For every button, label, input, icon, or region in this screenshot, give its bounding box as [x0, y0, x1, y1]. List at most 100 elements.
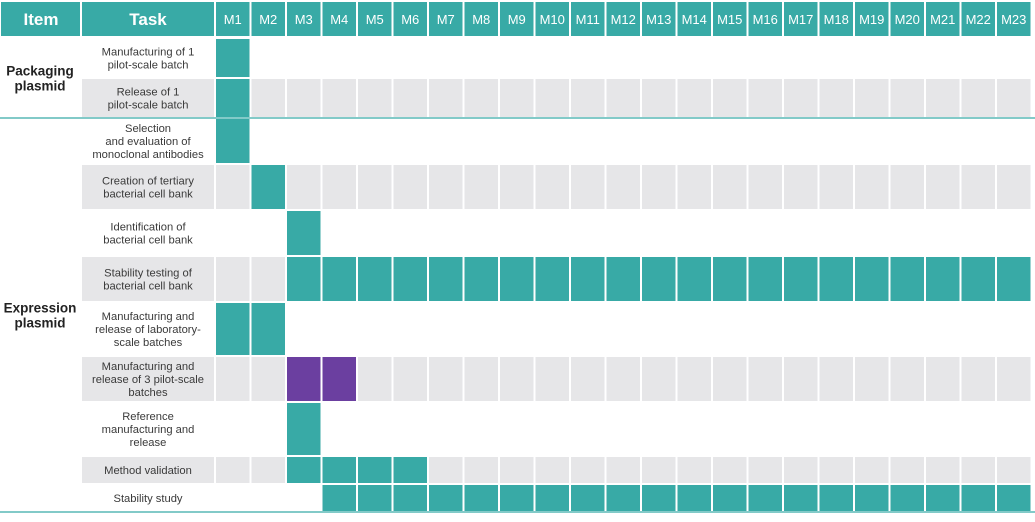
empty-cell — [890, 79, 924, 117]
active-cell — [997, 257, 1031, 301]
active-cell — [322, 257, 356, 301]
task-label: Manufacturing and release of 3 pilot-scal… — [92, 361, 204, 399]
task-row: Selection and evaluation of monoclonal ant… — [92, 119, 250, 163]
empty-cell — [677, 357, 711, 401]
month-header-cell — [926, 2, 960, 36]
empty-cell — [606, 357, 640, 401]
empty-cell — [748, 79, 782, 117]
empty-cell — [784, 165, 818, 209]
month-header-label: M16 — [753, 12, 778, 27]
empty-cell — [393, 165, 427, 209]
task-label: Method validation — [104, 465, 192, 477]
month-header-cell — [464, 2, 498, 36]
empty-cell — [500, 457, 534, 483]
month-header-label: M12 — [611, 12, 636, 27]
active-cell — [322, 485, 356, 511]
month-header-cell — [535, 2, 569, 36]
active-cell — [251, 165, 285, 209]
empty-cell — [677, 457, 711, 483]
active-cell — [358, 457, 392, 483]
active-cell — [358, 485, 392, 511]
item-group: Selection and evaluation of monoclonal ant… — [0, 119, 1035, 513]
task-header-label: Task — [129, 10, 167, 29]
highlight-cell — [322, 357, 356, 401]
empty-cell — [216, 165, 250, 209]
month-header-label: M8 — [472, 12, 490, 27]
month-header-cell — [571, 2, 605, 36]
month-header-label: M22 — [966, 12, 991, 27]
empty-cell — [748, 165, 782, 209]
empty-cell — [216, 357, 250, 401]
month-header-label: M13 — [646, 12, 671, 27]
empty-cell — [926, 457, 960, 483]
empty-cell — [819, 79, 853, 117]
month-header-label: M19 — [859, 12, 884, 27]
empty-cell — [464, 165, 498, 209]
empty-cell — [358, 357, 392, 401]
active-cell — [961, 257, 995, 301]
task-label: Selection and evaluation of monoclonal ant… — [92, 123, 204, 161]
month-header-cell — [997, 2, 1031, 36]
empty-cell — [677, 165, 711, 209]
active-cell — [535, 485, 569, 511]
active-cell — [784, 257, 818, 301]
month-header-cell — [890, 2, 924, 36]
empty-cell — [322, 79, 356, 117]
task-label-band — [82, 457, 214, 483]
empty-cell — [571, 457, 605, 483]
active-cell — [216, 39, 250, 77]
task-label: Stability testing of bacterial cell bank — [103, 268, 193, 293]
active-cell — [748, 257, 782, 301]
month-header-cell — [677, 2, 711, 36]
month-header-cell — [606, 2, 640, 36]
active-cell — [713, 485, 747, 511]
month-header-cell — [216, 2, 250, 36]
empty-cell — [429, 457, 463, 483]
header-row: Item Task M1 M2 M3 M4 M5 M6 M7 M8 M9 M10 M11 M12 M13 M1… — [1, 2, 1031, 36]
month-header-label: M20 — [895, 12, 920, 27]
active-cell — [606, 257, 640, 301]
task-label: Release of 1 pilot-scale batch — [108, 87, 189, 112]
empty-cell — [216, 257, 250, 301]
month-header-label: M6 — [401, 12, 419, 27]
empty-cell — [642, 79, 676, 117]
month-header-label: M5 — [366, 12, 384, 27]
active-cell — [713, 257, 747, 301]
active-cell — [287, 257, 321, 301]
active-cell — [961, 485, 995, 511]
empty-cell — [961, 457, 995, 483]
active-cell — [571, 257, 605, 301]
highlight-cell — [287, 357, 321, 401]
empty-cell — [961, 165, 995, 209]
empty-cell — [606, 79, 640, 117]
empty-cell — [500, 165, 534, 209]
task-label-band — [82, 165, 214, 209]
active-cell — [677, 485, 711, 511]
active-cell — [819, 485, 853, 511]
month-header-cell — [642, 2, 676, 36]
empty-cell — [358, 79, 392, 117]
empty-cell — [358, 165, 392, 209]
empty-cell — [926, 165, 960, 209]
active-cell — [393, 485, 427, 511]
task-label: Reference manufacturing and release — [102, 411, 195, 449]
empty-cell — [429, 79, 463, 117]
active-cell — [819, 257, 853, 301]
empty-cell — [890, 165, 924, 209]
empty-cell — [535, 79, 569, 117]
empty-cell — [606, 457, 640, 483]
empty-cell — [713, 457, 747, 483]
empty-cell — [890, 357, 924, 401]
month-header-label: M4 — [330, 12, 348, 27]
active-cell — [216, 79, 250, 117]
empty-cell — [713, 357, 747, 401]
month-header-cell — [713, 2, 747, 36]
empty-cell — [535, 457, 569, 483]
active-cell — [926, 257, 960, 301]
active-cell — [571, 485, 605, 511]
active-cell — [890, 485, 924, 511]
month-header-cell — [500, 2, 534, 36]
active-cell — [855, 485, 889, 511]
empty-cell — [287, 79, 321, 117]
